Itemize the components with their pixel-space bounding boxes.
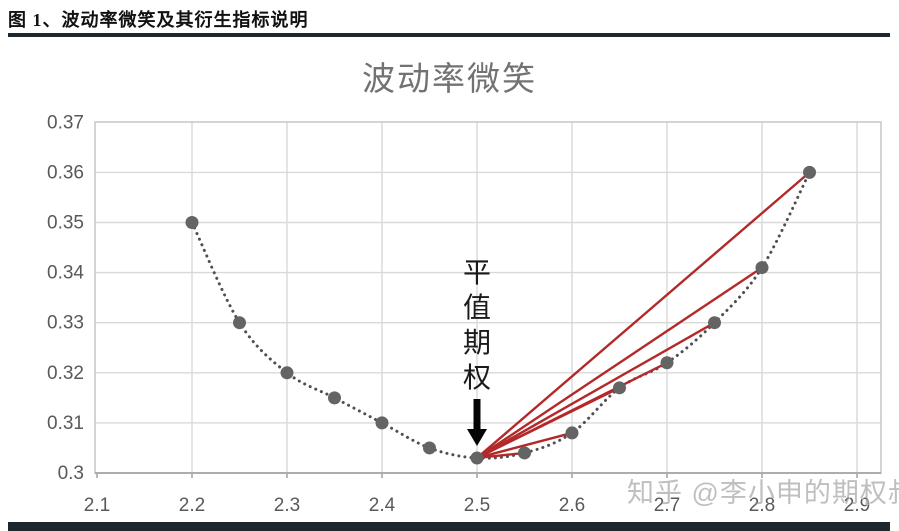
atm-annotation-char: 期 [463, 327, 491, 358]
y-tick-label: 0.31 [47, 413, 84, 434]
down-arrow-shaft [473, 399, 481, 429]
data-point [185, 216, 199, 229]
watermark: 知乎 @李小申的期权叔 [627, 478, 899, 508]
atm-annotation-char: 平 [463, 257, 491, 288]
data-point [565, 426, 579, 440]
y-tick-label: 0.33 [47, 313, 84, 334]
x-tick-label: 2.2 [179, 495, 205, 516]
data-point [280, 366, 294, 380]
skew-line [475, 321, 716, 460]
skew-line [475, 431, 574, 460]
down-arrow-head [467, 429, 487, 446]
smile-dotted-curve [190, 170, 811, 460]
x-tick-label: 2.6 [559, 495, 585, 516]
atm-annotation-char: 值 [463, 292, 491, 323]
x-tick-label: 2.4 [369, 495, 396, 516]
y-tick-label: 0.32 [47, 363, 84, 384]
top-divider [8, 33, 890, 37]
x-tick-label: 2.8 [749, 495, 775, 516]
skew-line [475, 171, 811, 460]
chart-title: 波动率微笑 [362, 60, 537, 97]
data-point [375, 416, 389, 430]
data-point [233, 316, 246, 330]
data-point [470, 451, 484, 465]
x-tick-label: 2.1 [84, 495, 110, 516]
skew-line [475, 451, 526, 460]
skew-line [475, 361, 669, 460]
data-point [755, 261, 769, 275]
figure-caption: 图 1、波动率微笑及其衍生指标说明 [8, 10, 309, 30]
atm-annotation-char: 权 [463, 362, 491, 393]
data-point [423, 441, 436, 455]
y-tick-label: 0.35 [47, 213, 84, 234]
skew-line [475, 266, 764, 460]
x-tick-label: 2.3 [274, 495, 300, 516]
x-tick-label: 2.7 [654, 495, 680, 516]
data-point [803, 165, 816, 179]
x-tick-label: 2.9 [844, 495, 870, 516]
data-point [613, 381, 626, 395]
data-point [328, 391, 341, 405]
y-tick-label: 0.34 [47, 263, 84, 284]
data-point [660, 356, 674, 370]
y-tick-label: 0.37 [47, 112, 84, 133]
x-tick-label: 2.5 [464, 495, 490, 516]
data-point [708, 316, 721, 330]
bottom-divider [8, 522, 890, 531]
data-point [518, 446, 531, 460]
y-tick-label: 0.36 [47, 162, 84, 183]
y-tick-label: 0.3 [58, 463, 84, 484]
